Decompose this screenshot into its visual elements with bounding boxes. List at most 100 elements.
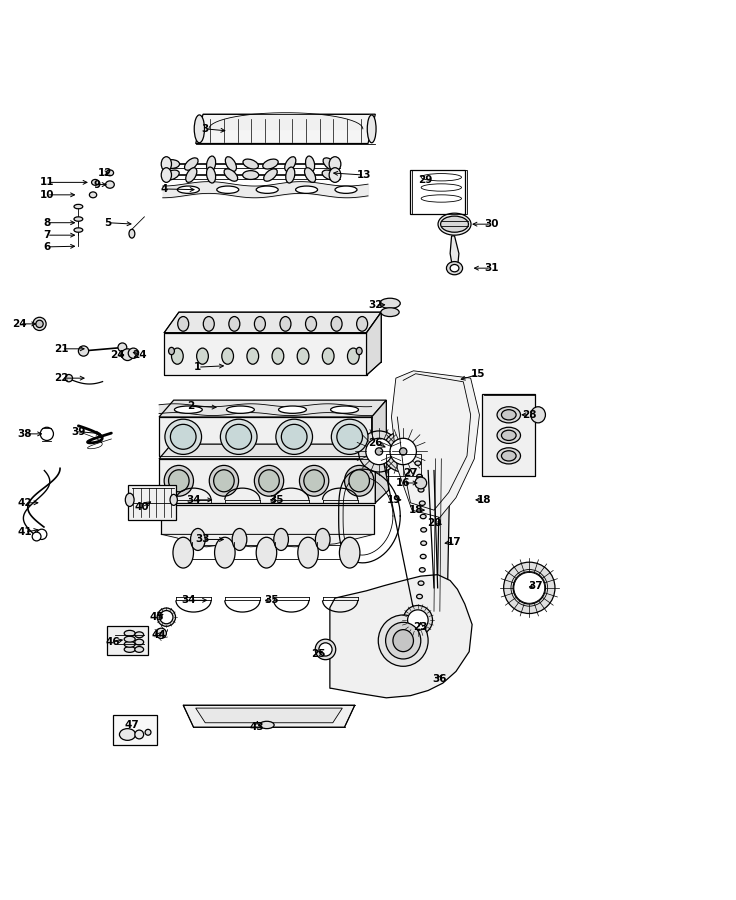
Ellipse shape (300, 465, 329, 496)
Ellipse shape (438, 213, 471, 235)
Ellipse shape (255, 465, 283, 496)
Text: 29: 29 (418, 176, 432, 185)
Ellipse shape (347, 348, 359, 364)
Ellipse shape (106, 170, 113, 176)
Ellipse shape (272, 348, 284, 364)
Ellipse shape (185, 167, 197, 183)
Text: 8: 8 (43, 218, 51, 228)
Text: 41: 41 (18, 527, 32, 537)
Text: 11: 11 (40, 177, 54, 187)
Polygon shape (196, 114, 375, 143)
Ellipse shape (503, 562, 555, 614)
Ellipse shape (322, 348, 334, 364)
Ellipse shape (121, 349, 133, 361)
Ellipse shape (450, 265, 459, 272)
Polygon shape (164, 333, 367, 375)
Ellipse shape (356, 347, 362, 355)
Ellipse shape (124, 630, 135, 636)
Text: 43: 43 (250, 722, 264, 733)
Ellipse shape (227, 406, 255, 413)
Ellipse shape (497, 448, 520, 464)
Ellipse shape (213, 470, 234, 491)
Text: 21: 21 (54, 344, 68, 354)
Text: 1: 1 (194, 362, 202, 372)
Ellipse shape (173, 537, 194, 568)
Ellipse shape (421, 541, 427, 545)
Ellipse shape (276, 419, 313, 454)
Ellipse shape (163, 159, 180, 168)
Text: 18: 18 (477, 495, 491, 505)
Ellipse shape (335, 186, 357, 194)
Ellipse shape (337, 424, 363, 449)
Text: 26: 26 (368, 437, 383, 447)
Text: 46: 46 (105, 637, 120, 647)
Ellipse shape (319, 643, 332, 656)
Ellipse shape (383, 431, 424, 472)
Polygon shape (159, 444, 389, 459)
Text: 24: 24 (110, 350, 124, 360)
Ellipse shape (209, 465, 238, 496)
Ellipse shape (164, 465, 194, 496)
Text: 35: 35 (264, 595, 278, 606)
Ellipse shape (278, 406, 306, 413)
Polygon shape (392, 371, 479, 518)
Ellipse shape (171, 424, 196, 449)
Text: 7: 7 (43, 230, 51, 240)
Polygon shape (159, 400, 386, 417)
Ellipse shape (177, 317, 188, 331)
Ellipse shape (331, 317, 342, 331)
Ellipse shape (339, 537, 360, 568)
Ellipse shape (501, 451, 516, 461)
Ellipse shape (105, 181, 114, 188)
FancyBboxPatch shape (410, 170, 465, 214)
Ellipse shape (381, 308, 399, 317)
Text: 23: 23 (414, 623, 428, 633)
Polygon shape (159, 417, 372, 456)
Ellipse shape (124, 642, 135, 647)
Ellipse shape (274, 528, 289, 551)
Text: 22: 22 (54, 374, 68, 383)
Ellipse shape (513, 572, 545, 604)
Ellipse shape (349, 470, 369, 491)
Ellipse shape (74, 228, 82, 232)
Ellipse shape (285, 157, 296, 171)
Ellipse shape (417, 594, 422, 598)
Ellipse shape (194, 115, 205, 143)
Ellipse shape (135, 730, 144, 739)
Ellipse shape (375, 448, 383, 455)
Ellipse shape (297, 348, 309, 364)
Text: 45: 45 (149, 612, 164, 622)
Ellipse shape (37, 529, 47, 539)
Ellipse shape (358, 431, 400, 472)
Polygon shape (437, 459, 450, 610)
Text: 4: 4 (160, 184, 168, 194)
Ellipse shape (331, 419, 368, 454)
Ellipse shape (415, 461, 421, 465)
Ellipse shape (74, 217, 82, 221)
Ellipse shape (197, 348, 208, 364)
Ellipse shape (191, 528, 205, 551)
Ellipse shape (165, 419, 202, 454)
Text: 12: 12 (99, 167, 113, 178)
FancyBboxPatch shape (107, 626, 148, 655)
Text: 10: 10 (40, 190, 54, 200)
Ellipse shape (243, 171, 259, 179)
Polygon shape (164, 312, 381, 333)
Ellipse shape (421, 527, 427, 532)
Text: 15: 15 (471, 370, 485, 380)
Ellipse shape (281, 424, 307, 449)
Text: 34: 34 (181, 595, 196, 606)
Text: 6: 6 (43, 242, 51, 252)
Ellipse shape (207, 167, 216, 183)
Ellipse shape (158, 608, 175, 626)
Text: 38: 38 (18, 429, 32, 439)
Ellipse shape (66, 374, 73, 382)
Ellipse shape (229, 317, 240, 331)
Text: 36: 36 (433, 674, 447, 684)
Ellipse shape (501, 430, 516, 440)
Ellipse shape (36, 320, 43, 328)
Ellipse shape (220, 419, 257, 454)
Ellipse shape (263, 159, 278, 169)
Ellipse shape (497, 407, 520, 423)
Text: 37: 37 (528, 580, 542, 590)
